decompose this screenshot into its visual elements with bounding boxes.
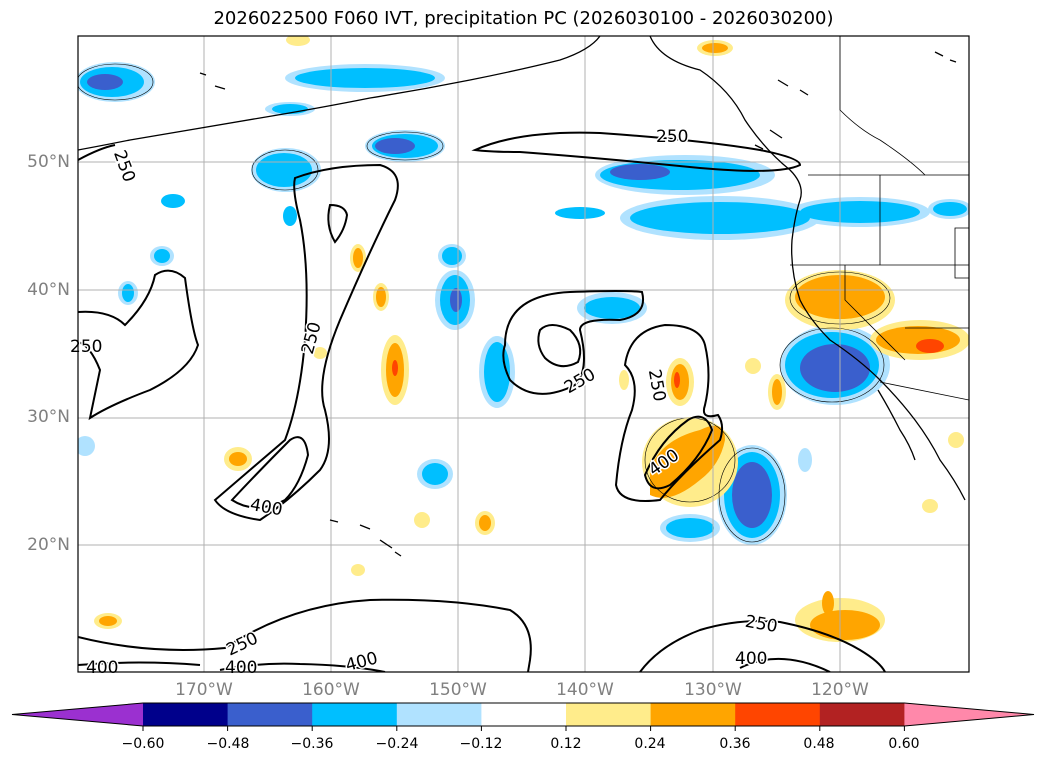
lat-label-50n: 50°N	[27, 152, 70, 172]
lon-label-160w: 160°W	[302, 680, 360, 700]
colorbar-tick: −0.24	[375, 736, 419, 752]
colorbar-segment	[227, 703, 313, 726]
colorbar-tick: 0.24	[634, 736, 666, 752]
lon-label-170w: 170°W	[175, 680, 233, 700]
coastlines	[78, 36, 966, 557]
colorbar-tick: −0.48	[206, 736, 250, 752]
colorbar-segment	[566, 703, 652, 726]
ivt-contours	[78, 131, 886, 672]
lon-label-140w: 140°W	[556, 680, 614, 700]
lon-label-150w: 150°W	[429, 680, 487, 700]
lat-label-30n: 30°N	[27, 407, 70, 427]
plot-frame	[77, 35, 970, 673]
contour-label: 250	[70, 337, 102, 357]
contour-label: 250	[656, 127, 688, 147]
colorbar-segment	[650, 703, 736, 726]
graticule	[78, 36, 969, 672]
contour-label: 400	[225, 658, 257, 678]
colorbar-segment	[735, 703, 821, 726]
colorbar-tick: 0.60	[888, 736, 920, 752]
colorbar-tick: −0.36	[290, 736, 334, 752]
colorbar-tick: 0.36	[719, 736, 751, 752]
lon-label-120w: 120°W	[811, 680, 869, 700]
contour-label: 400	[86, 658, 118, 678]
colorbar-segment	[143, 703, 229, 726]
political-borders	[790, 36, 969, 401]
contour-label: 400	[735, 649, 767, 669]
lat-label-40n: 40°N	[27, 280, 70, 300]
precip-positive-strong	[392, 339, 944, 388]
colorbar-segment	[312, 703, 398, 726]
lon-label-130w: 130°W	[684, 680, 742, 700]
contour-label: 250	[644, 368, 669, 403]
colorbar-segment	[819, 703, 905, 726]
colorbar-segment	[396, 703, 482, 726]
lat-label-20n: 20°N	[27, 535, 70, 555]
colorbar-extend-min	[12, 703, 143, 726]
colorbar-tick: 0.48	[803, 736, 835, 752]
colorbar-tick: −0.60	[121, 736, 165, 752]
colorbar-extend-max	[904, 703, 1034, 726]
map-title: 2026022500 F060 IVT, precipitation PC (2…	[213, 8, 834, 29]
colorbar-segment	[481, 703, 567, 726]
colorbar-tick: −0.12	[459, 736, 503, 752]
colorbar-tick: 0.12	[550, 736, 582, 752]
colorbar	[11, 702, 1035, 731]
